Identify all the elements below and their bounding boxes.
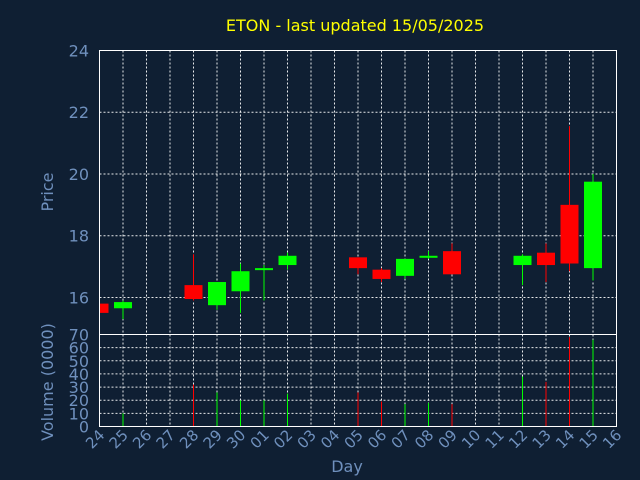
candle-body xyxy=(372,269,391,279)
x-tick-label: 30 xyxy=(223,426,249,452)
candle-01 xyxy=(255,265,273,301)
x-tick-label: 27 xyxy=(153,426,179,452)
x-tick-label: 11 xyxy=(482,426,508,452)
x-tick-label: 16 xyxy=(599,426,625,452)
candle-body xyxy=(396,258,414,276)
x-tick-label: 10 xyxy=(458,426,484,452)
candle-12 xyxy=(513,254,532,286)
x-tick-label: 29 xyxy=(200,426,226,452)
volume-tick-label: 10 xyxy=(69,404,89,423)
candle-body xyxy=(419,255,438,258)
candle-body xyxy=(537,252,555,266)
candle-13 xyxy=(537,243,555,283)
volume-tick-label: 70 xyxy=(69,326,89,345)
candle-body xyxy=(100,303,109,313)
grid-lines xyxy=(99,50,617,427)
candle-09 xyxy=(443,243,461,275)
volume-panel-frame xyxy=(99,334,617,427)
x-tick-label: 14 xyxy=(552,426,578,452)
candle-14 xyxy=(560,126,579,272)
x-tick-label: 09 xyxy=(435,426,461,452)
x-tick-label: 25 xyxy=(106,426,132,452)
price-axis-label: Price xyxy=(38,172,57,211)
axis-ticks: 2425262728293001020304050607080910111213… xyxy=(69,42,626,453)
candle-15 xyxy=(584,173,602,281)
candle-07 xyxy=(396,258,414,279)
x-tick-label: 28 xyxy=(176,426,202,452)
volume-tick-label: 20 xyxy=(69,391,89,410)
price-candles xyxy=(99,126,602,320)
candle-05 xyxy=(349,257,367,275)
x-tick-label: 06 xyxy=(364,426,390,452)
x-tick-label: 26 xyxy=(129,426,155,452)
candle-24 xyxy=(99,300,109,316)
x-tick-label: 08 xyxy=(411,426,437,452)
x-tick-label: 02 xyxy=(270,426,296,452)
candle-body xyxy=(278,255,297,266)
candle-28 xyxy=(184,254,203,301)
candle-body xyxy=(255,268,273,271)
x-axis-label: Day xyxy=(331,457,363,476)
chart-title: ETON - last updated 15/05/2025 xyxy=(226,16,484,35)
candle-body xyxy=(560,204,579,264)
candle-06 xyxy=(372,268,391,283)
volume-tick-label: 40 xyxy=(69,365,89,384)
volume-tick-label: 0 xyxy=(79,418,89,437)
candle-body xyxy=(184,285,203,299)
candle-08 xyxy=(419,251,438,259)
x-tick-label: 04 xyxy=(317,426,343,452)
price-tick-label: 24 xyxy=(69,42,89,61)
x-tick-label: 03 xyxy=(294,426,320,452)
candle-29 xyxy=(208,282,226,310)
volume-axis-label: Volume (0000) xyxy=(38,323,57,441)
x-tick-label: 05 xyxy=(341,426,367,452)
candle-body xyxy=(443,251,461,275)
candle-body xyxy=(231,271,250,292)
price-tick-label: 20 xyxy=(69,165,89,184)
volume-tick-label: 30 xyxy=(69,378,89,397)
candle-30 xyxy=(231,263,250,313)
x-tick-label: 12 xyxy=(505,426,531,452)
x-tick-label: 07 xyxy=(388,426,414,452)
candle-25 xyxy=(114,300,132,320)
candle-body xyxy=(584,181,602,269)
price-tick-label: 22 xyxy=(69,103,89,122)
candle-body xyxy=(114,302,132,309)
volume-tick-label: 60 xyxy=(69,339,89,358)
x-tick-label: 13 xyxy=(529,426,555,452)
candle-body xyxy=(208,282,226,306)
candle-body xyxy=(349,257,367,269)
price-tick-label: 16 xyxy=(69,288,89,307)
price-tick-label: 18 xyxy=(69,227,89,246)
volume-tick-label: 50 xyxy=(69,352,89,371)
x-tick-label: 01 xyxy=(247,426,273,452)
volume-bars xyxy=(122,337,594,427)
x-tick-label: 15 xyxy=(576,426,602,452)
candle-body xyxy=(513,255,532,266)
candle-02 xyxy=(278,252,297,270)
